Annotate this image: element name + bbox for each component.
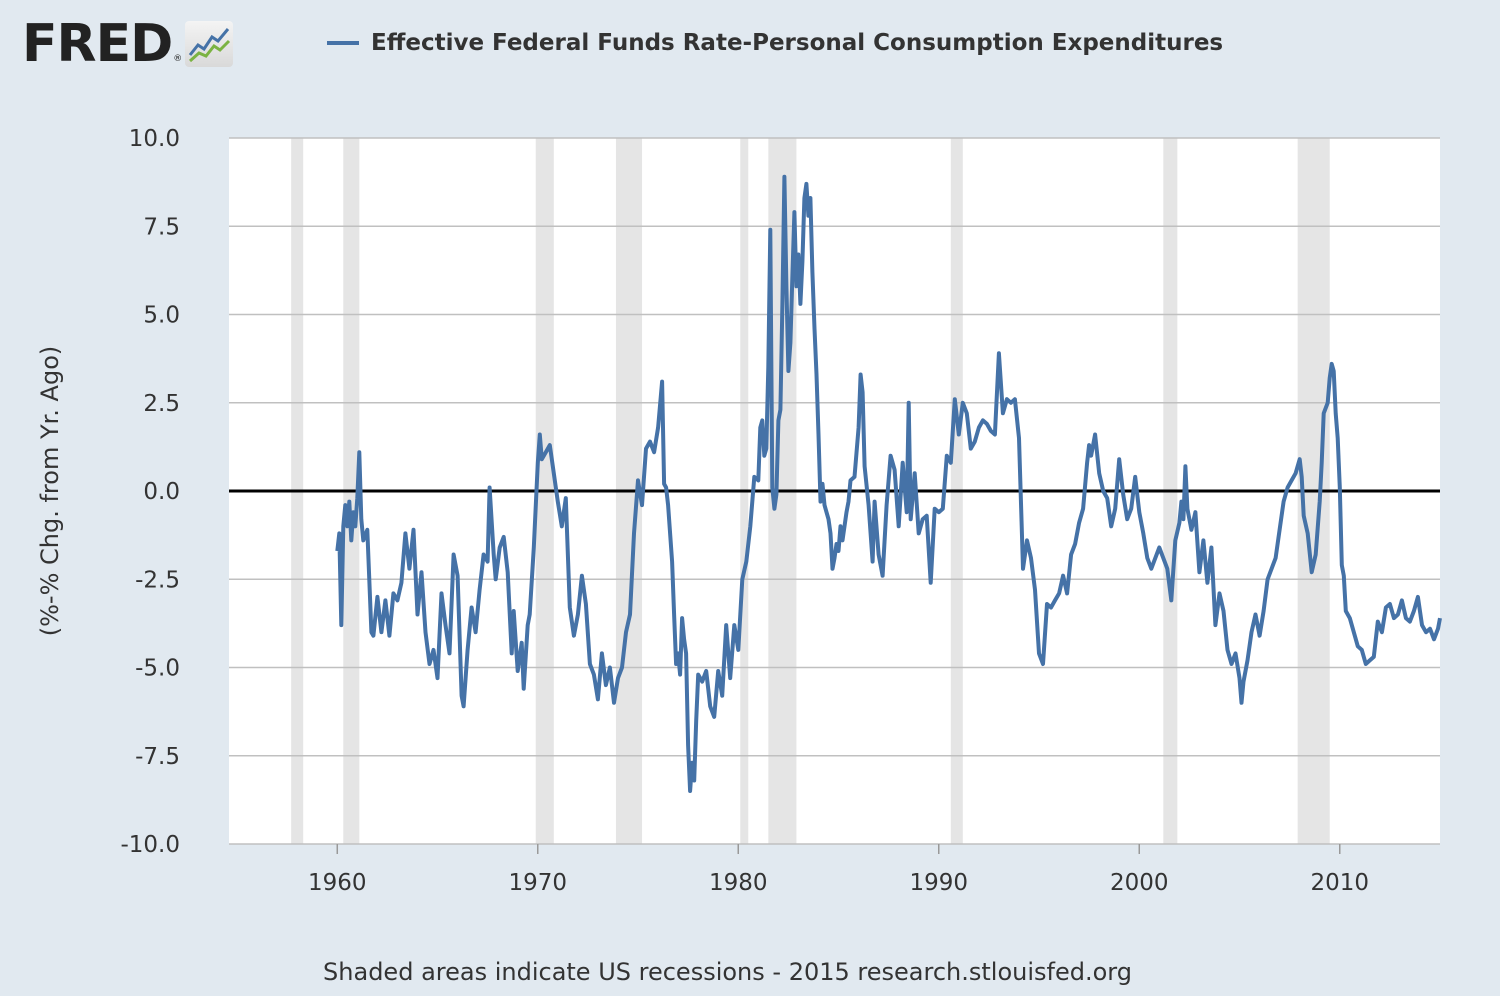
x-tick-label-5: 2010 [1310,870,1369,896]
legend-swatch [327,41,359,45]
y-tick-label-0: -10.0 [120,832,180,858]
y-tick-label-8: 10.0 [129,126,180,152]
chart-legend: Effective Federal Funds Rate-Personal Co… [327,30,1223,56]
x-tick-label-2: 1980 [709,870,768,896]
logo-text: FRED [22,14,173,74]
y-tick-label-1: -7.5 [135,744,180,770]
y-tick-label-7: 7.5 [143,214,180,240]
footer-note: Shaded areas indicate US recessions - 20… [323,958,1132,986]
x-axis-ticks: 1960 1970 1980 1990 2000 2010 [308,844,1369,896]
x-tick-label-4: 2000 [1110,870,1169,896]
y-axis-label: (%-% Chg. from Yr. Ago) [36,346,64,636]
registered-mark: ® [173,54,183,64]
x-tick-label-3: 1990 [909,870,968,896]
y-tick-label-3: -2.5 [135,567,180,593]
y-tick-label-4: 0.0 [143,479,180,505]
line-chart-icon [185,21,234,67]
series-line [335,174,1442,793]
legend-label: Effective Federal Funds Rate-Personal Co… [371,30,1224,56]
fred-logo[interactable]: FRED ® [22,14,234,74]
y-tick-label-6: 5.0 [143,303,180,329]
y-tick-label-2: -5.0 [135,656,180,682]
x-tick-label-1: 1970 [508,870,567,896]
y-tick-label-5: 2.5 [143,391,180,417]
y-axis-ticks: -10.0 -7.5 -5.0 -2.5 0.0 2.5 5.0 7.5 10.0 [120,126,180,858]
x-tick-label-0: 1960 [308,870,367,896]
